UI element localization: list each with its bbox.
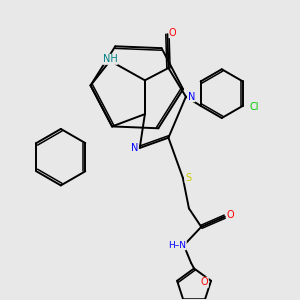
Text: S: S (185, 173, 191, 183)
Text: N: N (131, 143, 138, 153)
Text: NH: NH (103, 54, 117, 64)
Text: N: N (188, 92, 195, 102)
Text: O: O (201, 277, 208, 287)
Text: O: O (226, 210, 234, 220)
Text: H–N: H–N (168, 241, 186, 250)
Text: Cl: Cl (250, 102, 260, 112)
Text: O: O (169, 28, 177, 38)
